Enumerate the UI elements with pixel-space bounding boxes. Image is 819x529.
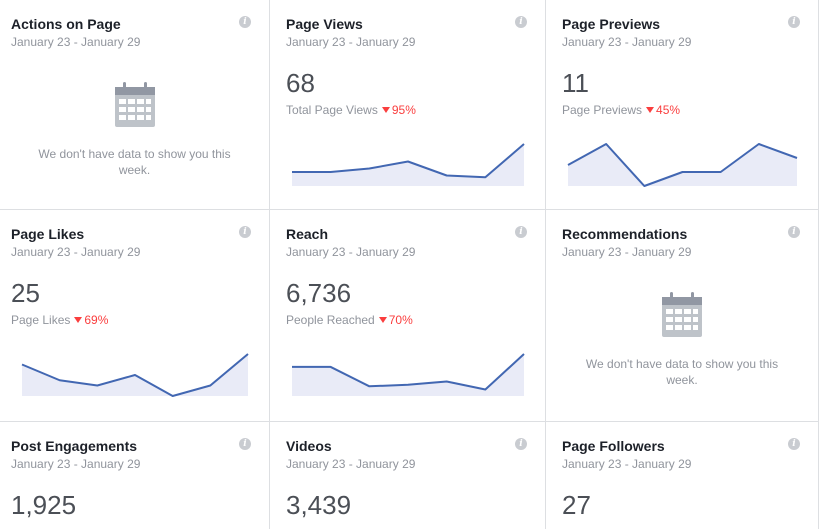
calendar-icon <box>114 82 155 127</box>
sparkline <box>21 353 249 397</box>
sparkline-line <box>292 143 525 179</box>
sparkline-area <box>292 144 524 186</box>
card-title: Post Engagements <box>11 438 138 454</box>
date-range: January 23 - January 29 <box>11 457 141 471</box>
metric-value: 11 <box>562 68 589 98</box>
card-page-likes[interactable]: Page Likes January 23 - January 29 i 25 … <box>0 210 270 422</box>
date-range: January 23 - January 29 <box>562 245 692 259</box>
card-reach[interactable]: Reach January 23 - January 29 i 6,736 Pe… <box>270 210 546 422</box>
metric-value: 3,439 <box>286 490 352 520</box>
card-page-previews[interactable]: Page Previews January 23 - January 29 i … <box>546 0 819 210</box>
metric-value: 1,925 <box>11 490 77 520</box>
info-icon[interactable]: i <box>788 438 800 450</box>
card-post-engagements[interactable]: Post Engagements January 23 - January 29… <box>0 422 270 529</box>
metric-label: Total Page Views <box>286 103 378 117</box>
info-icon[interactable]: i <box>239 16 251 28</box>
info-icon[interactable]: i <box>788 226 800 238</box>
info-icon[interactable]: i <box>515 226 527 238</box>
metric-label: Page Previews <box>562 103 643 117</box>
metric-label: People Reached <box>286 313 375 327</box>
card-title: Page Likes <box>11 226 85 242</box>
metric-subline: People Reached 70% <box>286 313 413 327</box>
sparkline-area <box>292 354 524 396</box>
down-arrow-icon <box>381 107 390 114</box>
date-range: January 23 - January 29 <box>562 35 692 49</box>
card-title: Reach <box>286 226 329 242</box>
date-range: January 23 - January 29 <box>11 245 141 259</box>
card-videos[interactable]: Videos January 23 - January 29 i 3,439 <box>270 422 546 529</box>
info-icon[interactable]: i <box>515 438 527 450</box>
metric-delta: 95% <box>391 103 416 117</box>
metric-label: Page Likes <box>11 313 71 327</box>
metric-subline: Page Likes 69% <box>11 313 108 327</box>
sparkline <box>567 143 798 187</box>
card-actions-on-page[interactable]: Actions on Page January 23 - January 29 … <box>0 0 270 210</box>
card-title: Page Previews <box>562 16 661 32</box>
metric-value: 25 <box>11 278 40 308</box>
metric-value: 68 <box>286 68 315 98</box>
metric-delta: 69% <box>84 313 109 327</box>
empty-message: We don't have data to show you this week… <box>38 147 231 177</box>
info-icon[interactable]: i <box>239 438 251 450</box>
card-title: Videos <box>286 438 332 454</box>
sparkline-line <box>567 143 798 187</box>
card-title: Actions on Page <box>11 16 121 32</box>
card-title: Page Views <box>286 16 363 32</box>
down-arrow-icon <box>646 107 655 114</box>
sparkline <box>292 353 525 396</box>
metric-delta: 70% <box>388 313 413 327</box>
empty-state: We don't have data to show you this week… <box>0 82 269 178</box>
metric-subline: Total Page Views 95% <box>286 103 416 117</box>
metric-value: 6,736 <box>286 278 352 308</box>
info-icon[interactable]: i <box>515 16 527 28</box>
down-arrow-icon <box>74 317 83 324</box>
card-recommendations[interactable]: Recommendations January 23 - January 29 … <box>546 210 819 422</box>
down-arrow-icon <box>378 317 387 324</box>
date-range: January 23 - January 29 <box>286 457 416 471</box>
card-page-views[interactable]: Page Views January 23 - January 29 i 68 … <box>270 0 546 210</box>
sparkline <box>292 143 525 186</box>
date-range: January 23 - January 29 <box>286 35 416 49</box>
metric-subline: Page Previews 45% <box>562 103 680 117</box>
calendar-icon <box>662 292 702 337</box>
empty-state: We don't have data to show you this week… <box>546 292 818 388</box>
metric-value: 27 <box>562 490 591 520</box>
empty-message: We don't have data to show you this week… <box>585 357 779 387</box>
card-title: Recommendations <box>562 226 688 242</box>
card-page-followers[interactable]: Page Followers January 23 - January 29 i… <box>546 422 819 529</box>
sparkline-line <box>21 353 249 397</box>
metric-delta: 45% <box>656 103 681 117</box>
date-range: January 23 - January 29 <box>286 245 416 259</box>
sparkline-line <box>292 353 525 391</box>
sparkline-area <box>568 144 797 186</box>
card-title: Page Followers <box>562 438 665 454</box>
info-icon[interactable]: i <box>788 16 800 28</box>
info-icon[interactable]: i <box>239 226 251 238</box>
date-range: January 23 - January 29 <box>11 35 141 49</box>
date-range: January 23 - January 29 <box>562 457 692 471</box>
